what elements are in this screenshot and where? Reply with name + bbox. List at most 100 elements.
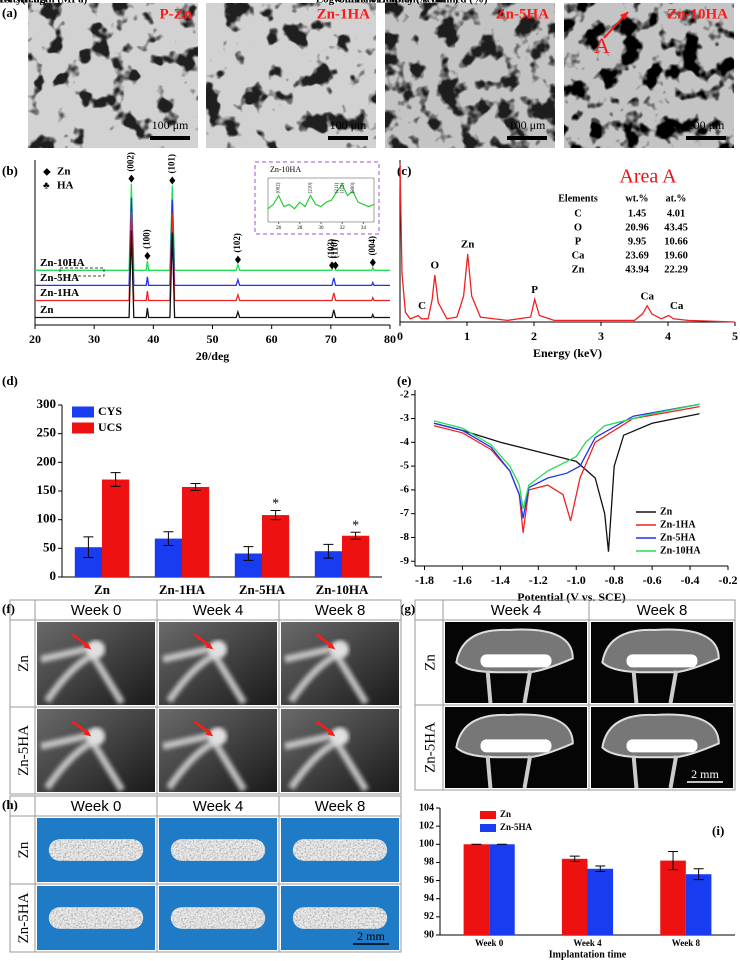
table-cell: 4.01 [667, 208, 685, 219]
table-header: at.% [666, 193, 687, 204]
row-label: Zn-5HA [16, 892, 32, 943]
inset-title: Zn-10HA [270, 165, 301, 174]
legend-label: Zn-5HA [660, 532, 696, 543]
joint [87, 727, 105, 746]
x-axis-label: 2θ/deg [196, 349, 230, 363]
table-cell: O [574, 222, 582, 233]
legend-symbol: ◆ [43, 166, 51, 177]
peak-label: (004) [367, 236, 377, 256]
error-bar [569, 855, 580, 863]
legend-swatch [72, 422, 94, 434]
x-tick-label: Week 4 [573, 938, 602, 948]
table-cell: 19.60 [664, 250, 688, 261]
table-cell: C [574, 208, 582, 219]
peak-marker [144, 251, 151, 260]
joint [209, 727, 227, 746]
legend-label: CYS [98, 404, 122, 418]
inset-x-tick-label: 32 [340, 226, 346, 231]
table-cell: Ca [572, 250, 586, 261]
y-tick-label: -5 [400, 460, 410, 472]
table-cell: 20.96 [625, 222, 649, 233]
y-tick-label: 102 [419, 820, 434, 831]
micrograph-texture [564, 3, 734, 148]
inset-x-tick-label: 30 [319, 226, 325, 231]
y-tick-label: -7 [400, 507, 410, 519]
bar [463, 844, 490, 935]
column-header: Week 8 [637, 602, 688, 619]
micrograph-texture [206, 3, 376, 148]
implant [480, 654, 552, 668]
row-label: Zn [422, 654, 438, 671]
y-tick-label: 150 [37, 482, 57, 497]
legend-label: UCS [98, 420, 122, 434]
peak-label: (101) [166, 154, 176, 174]
y-axis-label: Volume of implant remained (%) [332, 0, 488, 6]
table-cell: 1.45 [628, 208, 646, 219]
arrowhead [83, 642, 92, 650]
y-axis-label: Compressive strength (MPa) [0, 0, 88, 6]
inset-peak-label: (112) [340, 182, 345, 193]
peak-label: (100) [141, 229, 151, 249]
panel-label: (i) [712, 823, 724, 838]
y-tick-label: -6 [400, 483, 410, 495]
scale-label: 2 mm [691, 767, 719, 781]
arrowhead [205, 642, 214, 650]
error-bar [83, 536, 94, 559]
y-tick-label: 94 [424, 893, 434, 904]
peak-marker [128, 174, 135, 183]
panel-label: (c) [397, 163, 411, 178]
error-bar [668, 851, 679, 871]
micrograph-label: Zn-1HA [317, 6, 371, 22]
scale-label: 100 μm [330, 118, 367, 132]
y-tick-label: 100 [37, 511, 57, 526]
series-label: Zn-5HA [40, 272, 79, 284]
y-axis-label: Log Current Density (A·cm⁻²) [316, 0, 459, 6]
peak-marker [332, 261, 339, 270]
error-bar [163, 531, 174, 546]
implant-texture [170, 907, 266, 929]
bar [342, 535, 370, 577]
significance: * [352, 518, 359, 533]
peak-marker [169, 176, 176, 185]
bar [660, 860, 686, 935]
x-tick-label: Zn [94, 582, 111, 597]
micrograph-label: P-Zn [159, 6, 192, 22]
micrograph-texture [28, 3, 198, 148]
inset-x-tick-label: 26 [276, 226, 282, 231]
table-cell: P [575, 236, 582, 247]
peak-label: Zn [461, 238, 474, 250]
data-line [35, 197, 390, 287]
panel-label: (d) [2, 373, 18, 388]
x-tick-label: 5 [732, 329, 738, 343]
table-cell: 22.29 [664, 264, 688, 275]
implant [626, 654, 698, 668]
column-header: Week 0 [71, 602, 122, 619]
row-label: Zn [16, 655, 32, 672]
y-tick-label: 250 [37, 425, 57, 440]
inset-peak-label: (002) [277, 182, 282, 193]
x-tick-label: 30 [88, 332, 100, 346]
grid-frame [9, 599, 402, 795]
marker-arrowhead [620, 12, 628, 20]
y-tick-label: 50 [43, 539, 56, 554]
bar [102, 479, 130, 577]
y-tick-label: -9 [400, 555, 410, 567]
data-line [399, 163, 736, 323]
inset-peak-label: (210) [309, 182, 314, 193]
inset-x-tick-label: 28 [297, 226, 303, 231]
x-tick-label: -1.0 [567, 573, 586, 587]
joint [331, 727, 349, 746]
inset-line [267, 183, 375, 210]
table-cell: 23.69 [625, 250, 649, 261]
table-cell: 43.45 [664, 222, 688, 233]
bar [234, 553, 262, 577]
x-tick-label: -1.2 [529, 573, 548, 587]
x-tick-label: 50 [207, 332, 219, 346]
peak-label: (110) [330, 239, 340, 258]
table-cell: 10.66 [664, 236, 688, 247]
bone-shaft [631, 755, 679, 789]
panel-label: (b) [2, 163, 18, 178]
x-tick-label: -1.6 [453, 573, 472, 587]
bone-shaft [631, 670, 679, 704]
